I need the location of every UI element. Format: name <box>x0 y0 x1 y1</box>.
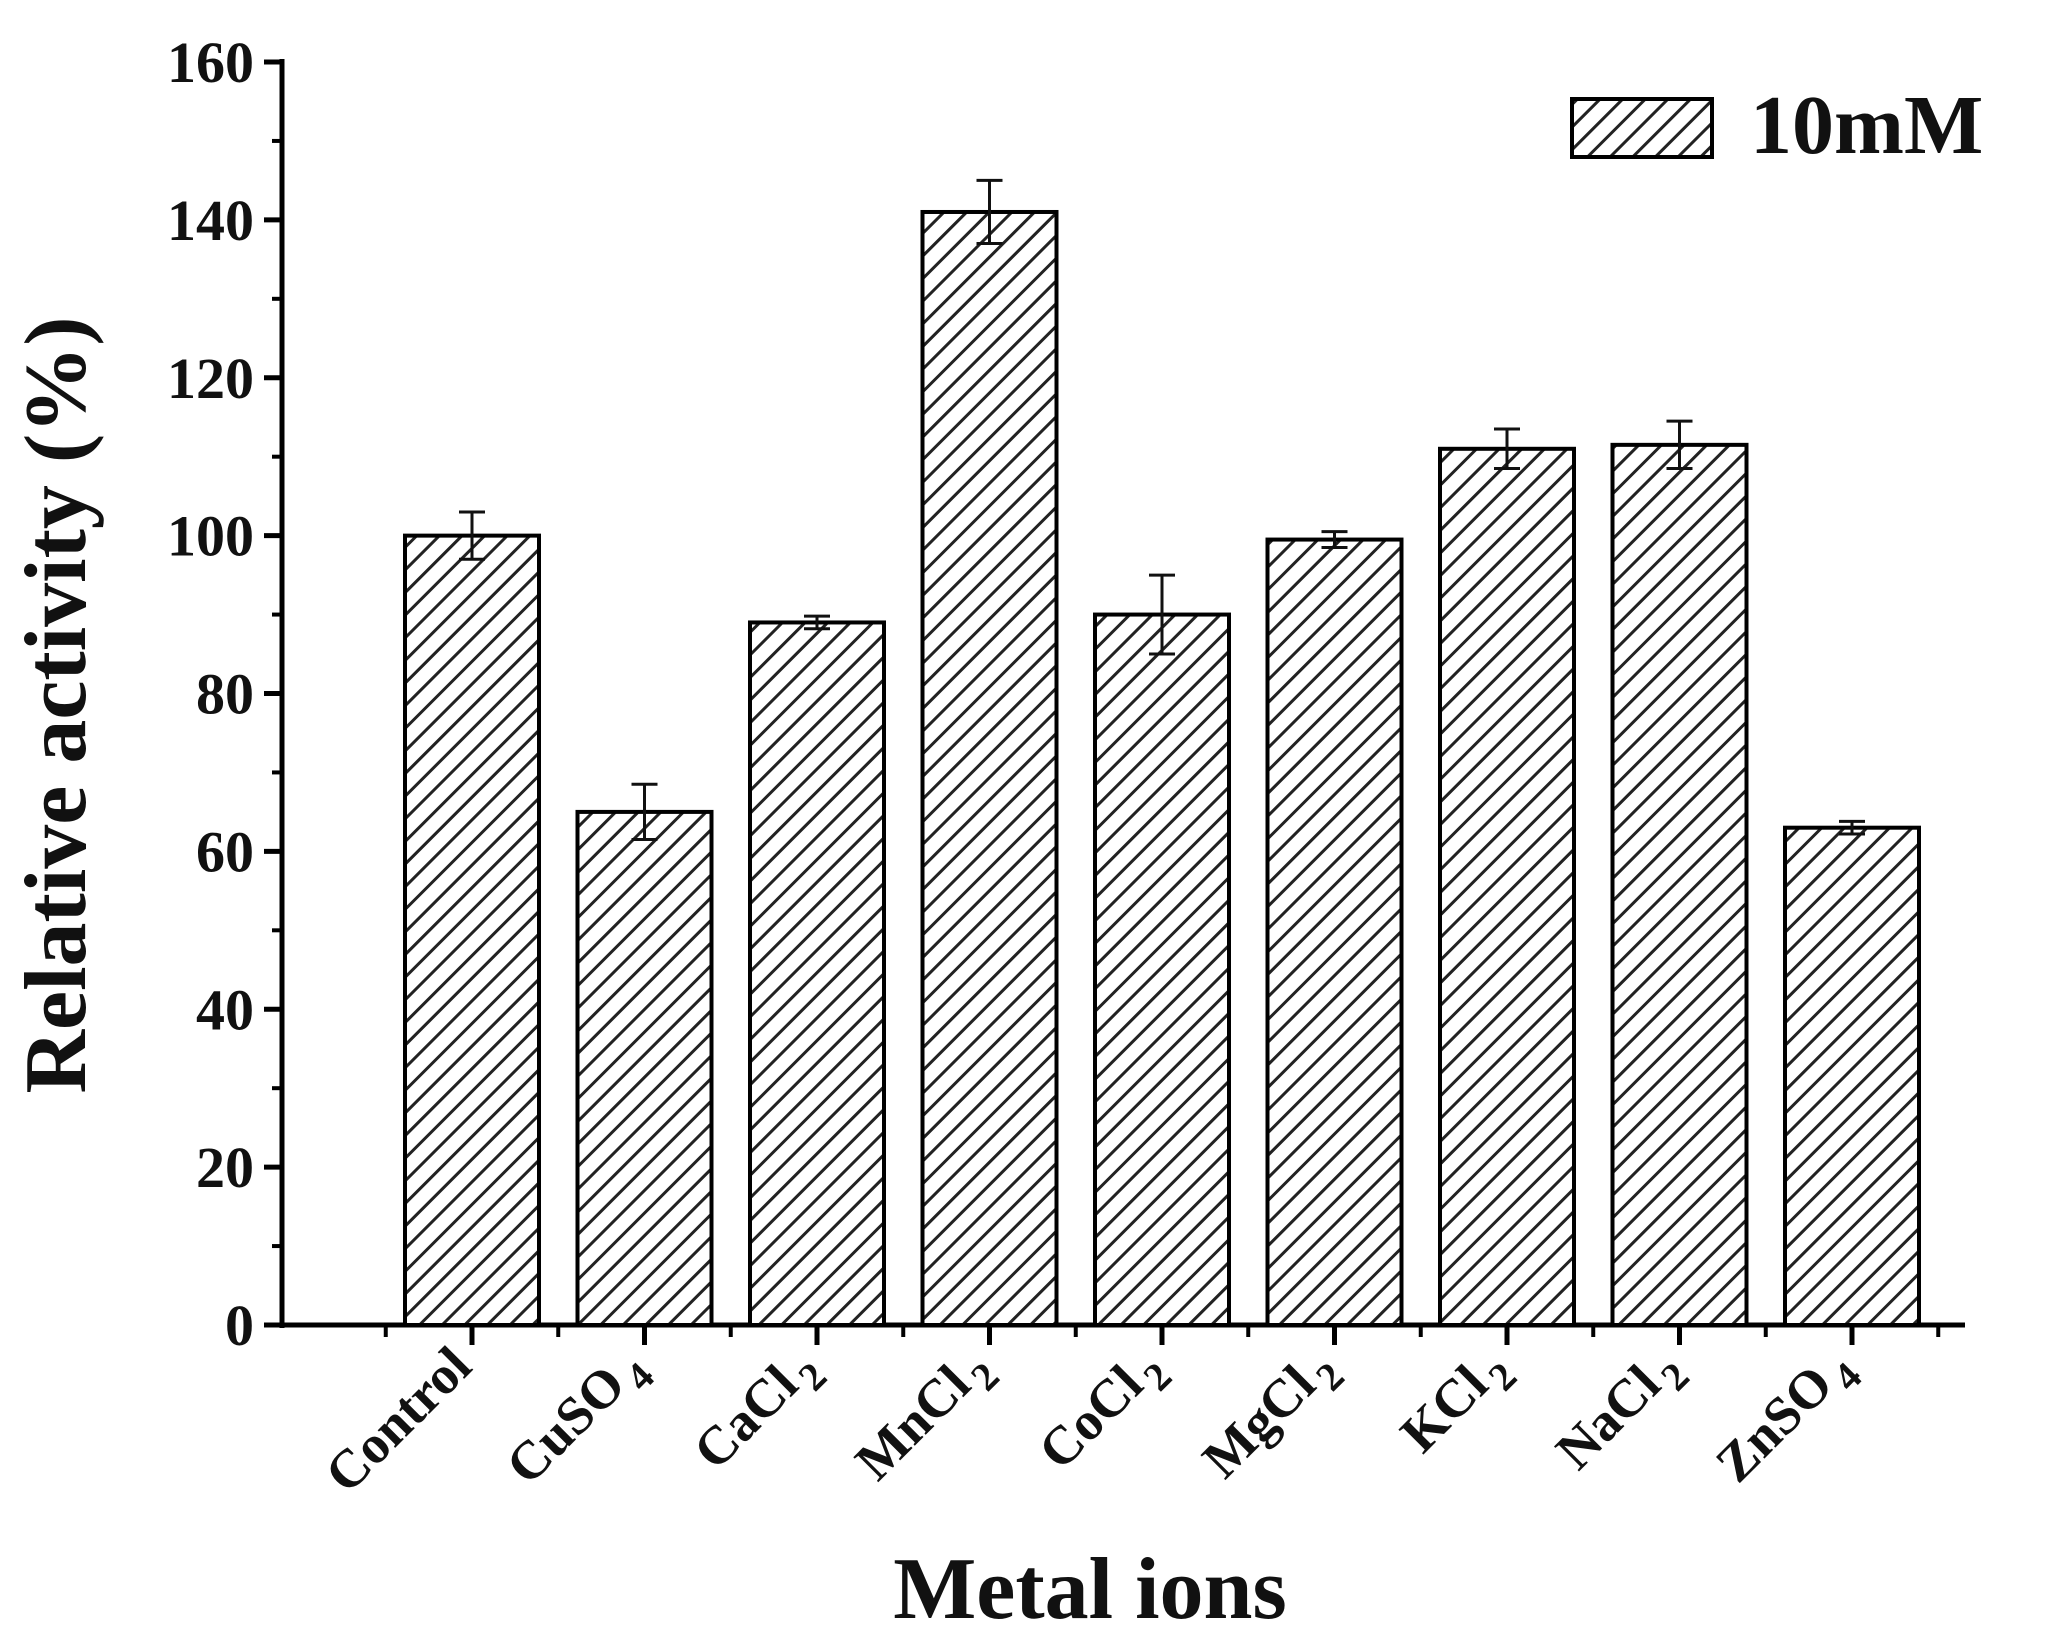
y-tick-label-100: 100 <box>167 504 254 569</box>
bar-CaCl2 <box>748 620 886 1327</box>
bar-MnCl2 <box>920 209 1059 1328</box>
y-axis-title: Relative activity (%) <box>8 316 105 1093</box>
x-tick-label-KCl2: KCl2 <box>1389 1335 1525 1471</box>
bar-MgCl2 <box>1265 537 1404 1327</box>
bar-KCl2 <box>1438 446 1576 1327</box>
legend: 10mM <box>1570 79 1983 172</box>
y-tick-label-120: 120 <box>167 346 254 411</box>
x-axis-title: Metal ions <box>893 1541 1287 1638</box>
x-tick-label-MnCl2: MnCl2 <box>844 1335 1008 1499</box>
y-tick-label-140: 140 <box>167 188 254 253</box>
bar-Control <box>403 533 541 1327</box>
bar-CuSO4 <box>575 809 714 1327</box>
y-tick-label-60: 60 <box>196 819 254 884</box>
x-tick-label-CaCl2: CaCl2 <box>682 1335 835 1488</box>
x-tick-label-CuSO4: CuSO4 <box>494 1335 662 1503</box>
y-tick-label-0: 0 <box>225 1293 254 1358</box>
y-tick-label-20: 20 <box>196 1135 254 1200</box>
bar-CoCl2 <box>1093 612 1231 1327</box>
bar-NaCl2 <box>1610 442 1749 1327</box>
y-tick-label-40: 40 <box>196 977 254 1042</box>
x-tick-label-Control: Control <box>313 1335 482 1504</box>
x-tick-label-ZnSO4: ZnSO4 <box>1704 1335 1870 1501</box>
y-tick-label-80: 80 <box>196 662 254 727</box>
y-tick-label-160: 160 <box>167 30 254 95</box>
x-tick-label-NaCl2: NaCl2 <box>1544 1335 1697 1488</box>
bar-ZnSO4 <box>1783 825 1921 1327</box>
legend-label: 10mM <box>1750 79 1983 172</box>
x-tick-label-CoCl2: CoCl2 <box>1027 1335 1180 1488</box>
x-tick-label-MgCl2: MgCl2 <box>1191 1335 1353 1497</box>
legend-swatch <box>1570 97 1714 159</box>
